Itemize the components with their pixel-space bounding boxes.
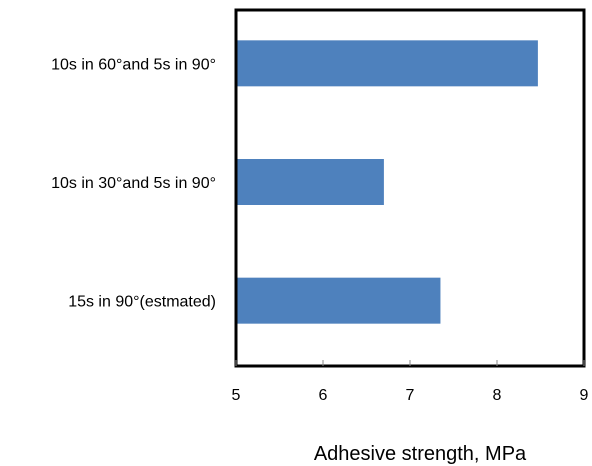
category-label-2: 10s in 30°and 5s in 90° <box>51 175 216 192</box>
category-labels: 10s in 60°and 5s in 90° 10s in 30°and 5s … <box>51 56 216 310</box>
bars-group <box>237 40 538 324</box>
bar-1 <box>237 40 538 87</box>
x-tick-label-6: 6 <box>319 387 328 404</box>
category-label-1: 10s in 60°and 5s in 90° <box>51 56 216 73</box>
x-axis-tick-labels: 5 6 7 8 9 <box>232 387 589 404</box>
x-tick-label-5: 5 <box>232 387 241 404</box>
x-tick-label-9: 9 <box>580 387 589 404</box>
bar-3 <box>237 277 441 324</box>
x-tick-label-8: 8 <box>493 387 502 404</box>
category-label-3: 15s in 90°(estmated) <box>68 294 216 311</box>
bar-2 <box>237 159 384 205</box>
x-axis-ticks <box>235 360 585 366</box>
x-tick-label-7: 7 <box>406 387 415 404</box>
x-axis-title: Adhesive strength, MPa <box>314 443 527 465</box>
